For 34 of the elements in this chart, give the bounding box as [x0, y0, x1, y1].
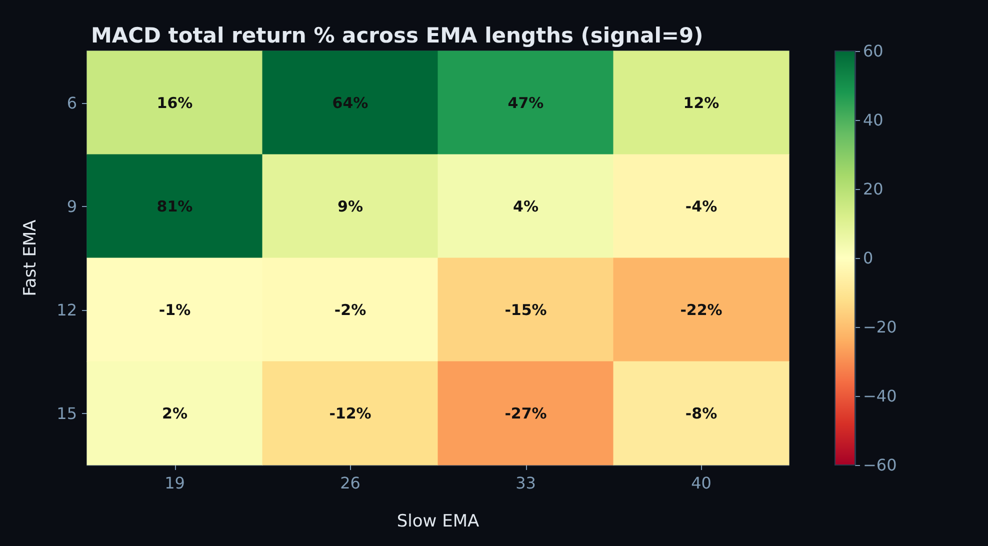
x-tick-label: 33 [516, 474, 536, 492]
data-label: -4% [685, 197, 718, 216]
data-label: 2% [162, 404, 188, 422]
data-label: -27% [504, 404, 547, 422]
data-label: 47% [508, 94, 544, 112]
data-label: 16% [156, 94, 193, 112]
data-label: 12% [683, 94, 720, 112]
x-tick-label: 40 [691, 474, 712, 492]
data-label: -1% [158, 300, 191, 319]
data-label: 9% [338, 197, 363, 216]
y-tick-label: 12 [56, 300, 77, 320]
color-bar-label: 20 [863, 180, 884, 198]
data-label: 81% [156, 197, 193, 216]
data-label: -2% [334, 300, 366, 319]
color-bar-label: −40 [863, 386, 897, 406]
data-label: 4% [513, 197, 538, 216]
color-bar-label: 40 [863, 110, 884, 130]
data-label: -8% [685, 404, 718, 422]
x-axis-title: Slow EMA [396, 512, 480, 532]
color-bar-label: 60 [863, 42, 884, 60]
data-label: -15% [504, 300, 547, 319]
color-bar-label: −60 [863, 456, 897, 474]
x-tick-label: 26 [340, 474, 360, 492]
y-tick-label: 9 [66, 196, 77, 216]
y-tick-label: 6 [66, 93, 77, 112]
y-axis-title: Fast EMA [20, 219, 40, 296]
data-label: -22% [680, 300, 722, 319]
chart-title: MACD total return % across EMA lengths (signal=9) [91, 24, 704, 48]
x-tick-label: 19 [164, 474, 185, 492]
color-bar-label: 0 [863, 248, 874, 268]
color-bar-label: −20 [863, 318, 897, 336]
data-label: 64% [332, 94, 368, 112]
y-tick-label: 15 [56, 404, 77, 423]
data-label: -12% [329, 404, 372, 422]
